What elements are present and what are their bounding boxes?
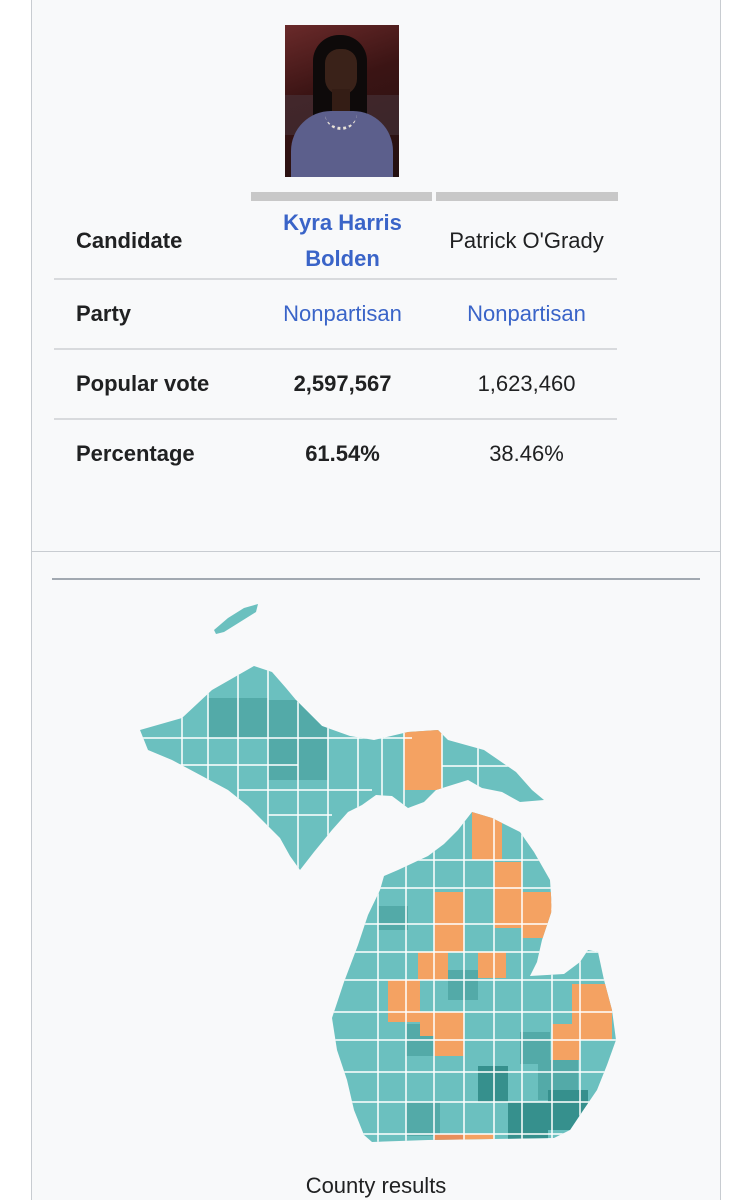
lower-peninsula: [332, 812, 616, 1142]
candidate-1-color-bar: [251, 192, 432, 201]
candidate-2-party-link[interactable]: Nonpartisan: [436, 278, 617, 349]
results-table: Candidate Kyra Harris Bolden Patrick O'G…: [54, 200, 617, 488]
candidate-photo[interactable]: [285, 25, 399, 177]
map-caption: County results: [305, 1173, 447, 1198]
candidate-2-vote: 1,623,460: [436, 348, 617, 419]
section-divider: [32, 551, 720, 552]
candidate-1-vote: 2,597,567: [251, 348, 434, 419]
row-label: Candidate: [76, 228, 183, 253]
candidate-2-name: Patrick O'Grady: [449, 228, 604, 253]
isle-royale: [214, 604, 258, 634]
row-label: Popular vote: [54, 348, 249, 419]
election-infobox: Candidate Kyra Harris Bolden Patrick O'G…: [31, 0, 721, 1200]
county-results-map[interactable]: [32, 590, 720, 1170]
popular-vote-row: Popular vote 2,597,567 1,623,460: [54, 348, 617, 419]
candidate-1-name-link[interactable]: Kyra Harris Bolden: [283, 210, 402, 271]
percentage-row: Percentage 61.54% 38.46%: [54, 418, 617, 488]
row-label: Party: [54, 278, 249, 349]
row-label: Percentage: [54, 418, 249, 488]
candidate-2-color-bar: [436, 192, 618, 201]
candidate-2-percentage: 38.46%: [436, 418, 617, 488]
candidate-1-party-link[interactable]: Nonpartisan: [251, 278, 434, 349]
party-row: Party Nonpartisan Nonpartisan: [54, 278, 617, 349]
michigan-map-svg: [140, 604, 616, 1142]
candidate-1-percentage: 61.54%: [251, 418, 434, 488]
map-top-rule: [52, 578, 700, 580]
candidate-row: Candidate Kyra Harris Bolden Patrick O'G…: [54, 200, 617, 279]
